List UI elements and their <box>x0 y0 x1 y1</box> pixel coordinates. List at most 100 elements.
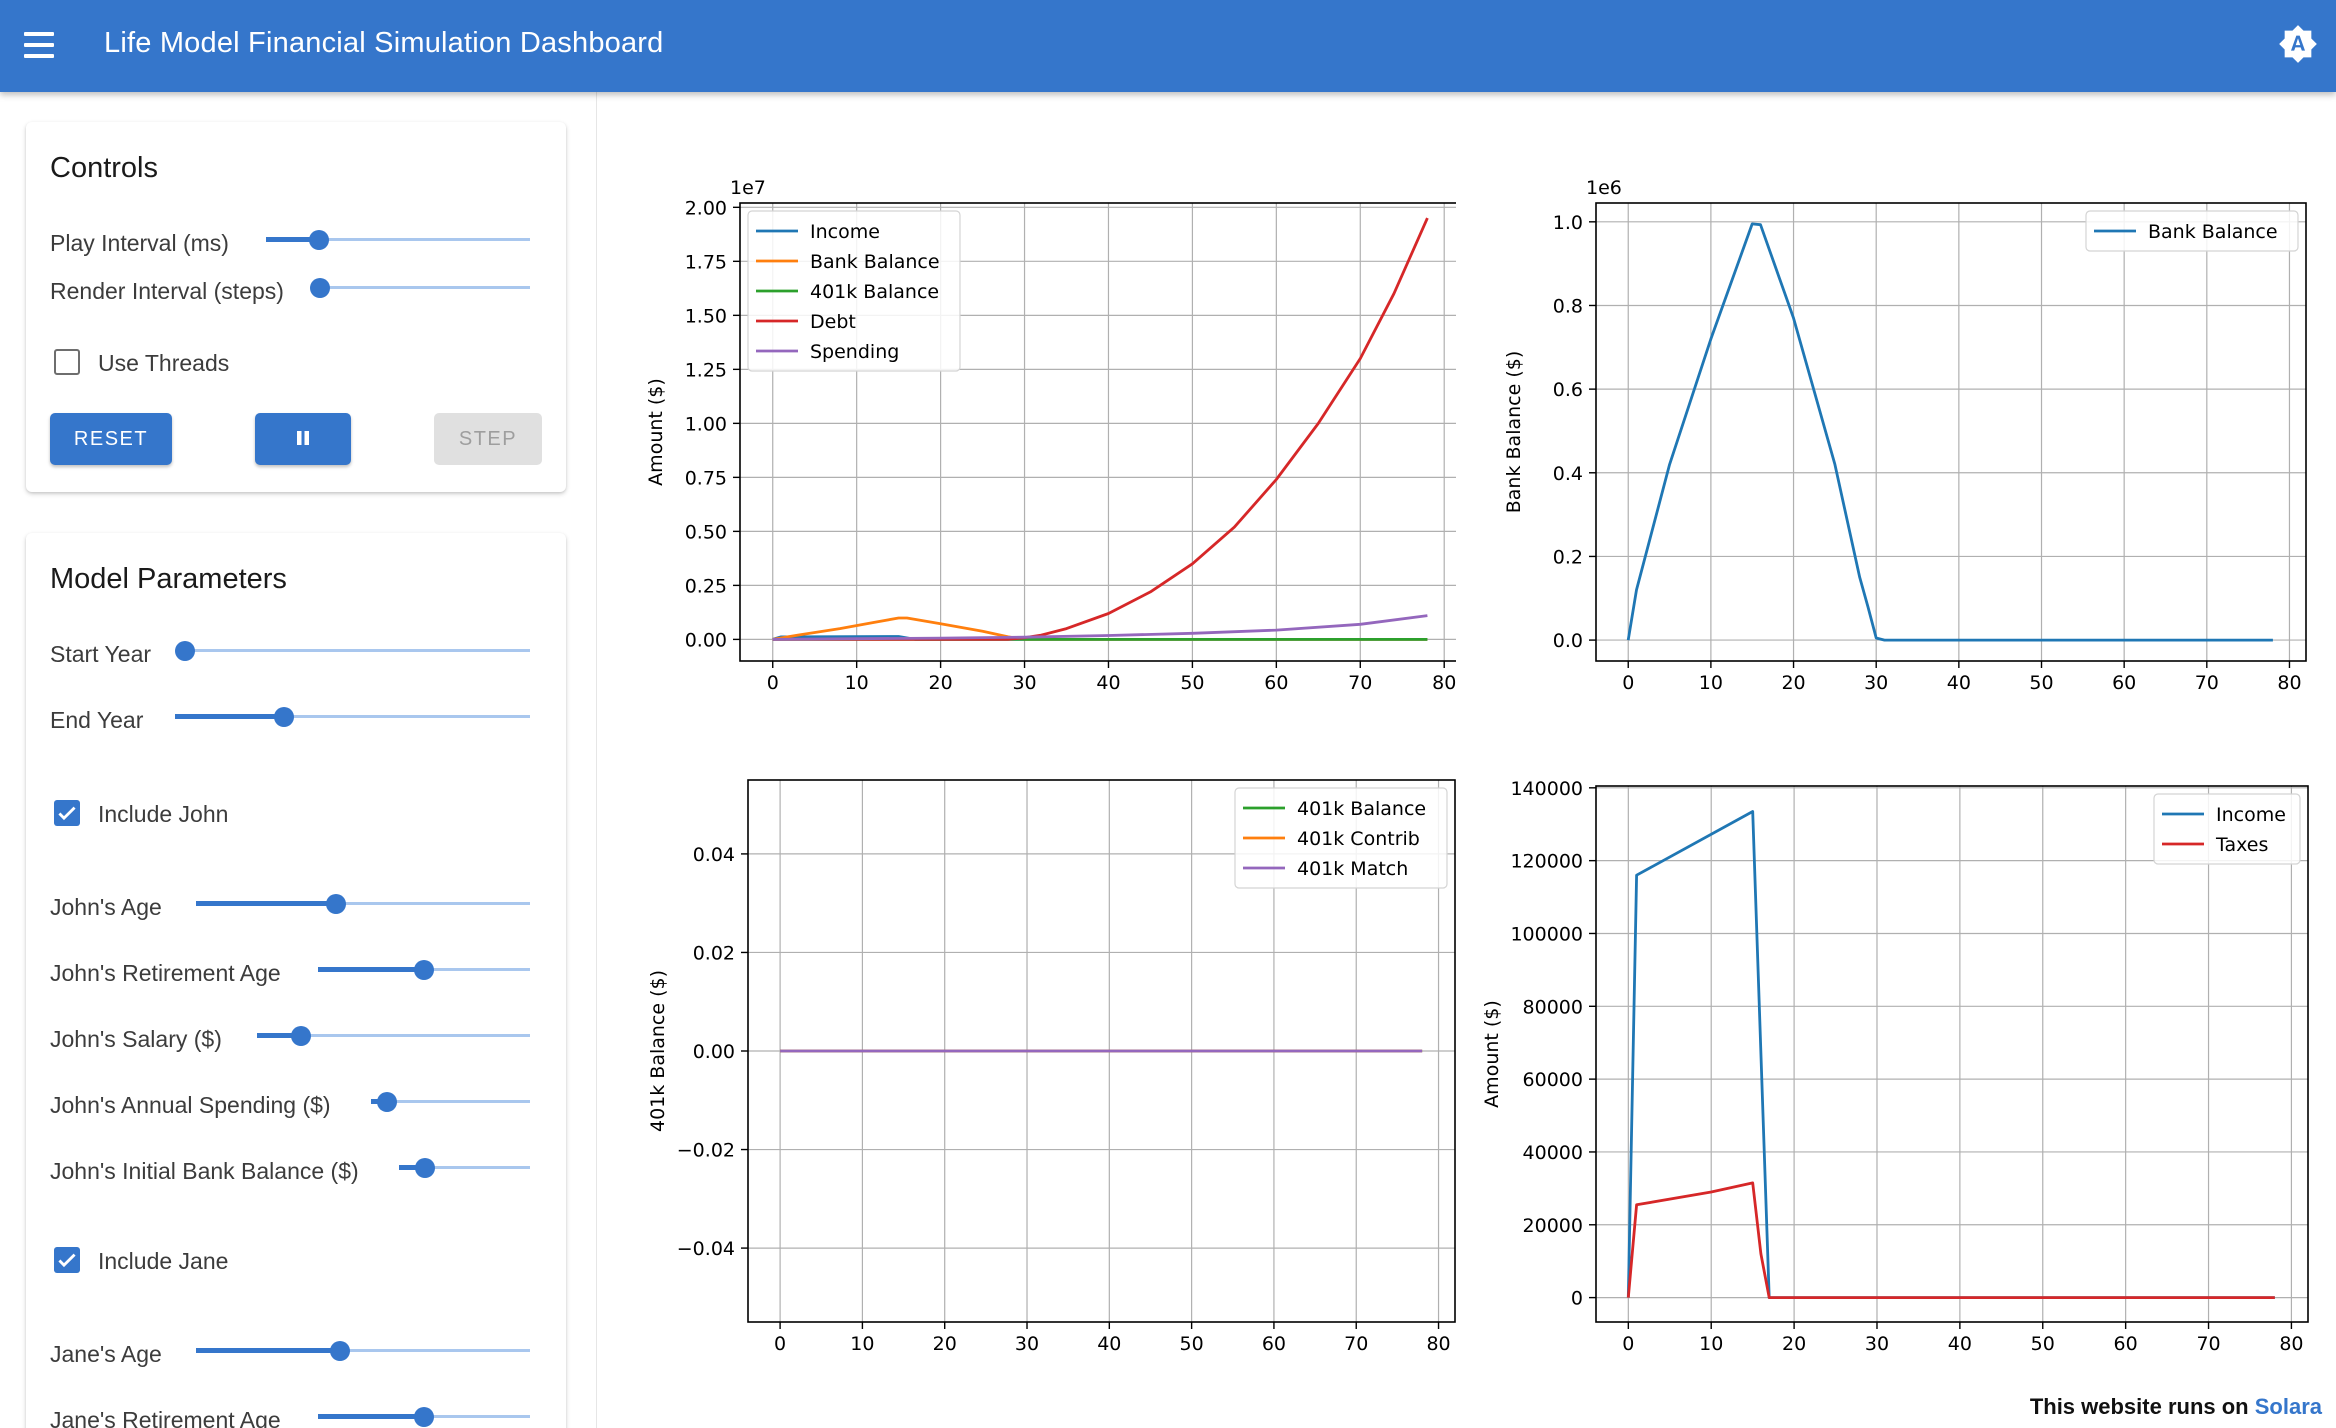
legend-entry: 401k Balance <box>810 281 939 303</box>
brightness-auto-icon[interactable] <box>2278 24 2318 64</box>
janes-retirement-age-slider[interactable] <box>318 1403 530 1428</box>
y-tick-label: 0 <box>1571 1288 1583 1310</box>
johns-salary-slider[interactable] <box>257 1022 530 1050</box>
income-taxes-chart: 0 10 20 30 40 50 60 70 80 0 20000 40000 60000 80000 10… <box>1481 778 2309 1355</box>
y-tick-label: 20000 <box>1523 1215 1583 1237</box>
legend-entry: Income <box>810 221 880 243</box>
y-tick-label: 1.75 <box>685 251 727 273</box>
x-tick-label: 60 <box>2112 672 2136 694</box>
slider-thumb[interactable] <box>291 1026 311 1046</box>
johns-salary-label: John's Salary ($) <box>50 1026 222 1052</box>
slider-fill <box>318 967 424 972</box>
x-tick-label: 70 <box>1348 672 1372 694</box>
checkmark-icon <box>58 1253 76 1268</box>
plot-frame <box>1595 202 2307 662</box>
render-interval-label: Render Interval (steps) <box>50 278 284 304</box>
x-tick-label: 20 <box>933 1333 957 1355</box>
y-tick-label: 0.00 <box>685 629 727 651</box>
y-tick-label: 0.2 <box>1553 546 1583 568</box>
y-tick-label: 1.25 <box>685 359 727 381</box>
slider-fill <box>196 1348 340 1353</box>
janes-age-slider[interactable] <box>196 1337 530 1365</box>
play-interval-slider[interactable] <box>266 226 530 254</box>
legend-box <box>2153 793 2301 865</box>
app-title: Life Model Financial Simulation Dashboar… <box>104 27 664 59</box>
y-tick-label: 40000 <box>1523 1142 1583 1164</box>
slider-rail <box>257 1034 530 1037</box>
model-parameters-title: Model Parameters <box>50 563 287 595</box>
janes-age-label: Jane's Age <box>50 1341 162 1367</box>
app-bar: Life Model Financial Simulation Dashboar… <box>0 0 2336 92</box>
include-john-checkbox[interactable] <box>54 800 80 826</box>
slider-thumb[interactable] <box>377 1092 397 1112</box>
slider-thumb[interactable] <box>309 230 329 250</box>
x-tick-label: 20 <box>1781 672 1805 694</box>
slider-rail <box>196 1349 530 1352</box>
x-tick-label: 60 <box>1262 1333 1286 1355</box>
play-interval-label: Play Interval (ms) <box>50 230 229 256</box>
x-tick-label: 60 <box>1264 672 1288 694</box>
legend-box <box>2085 210 2299 252</box>
pause-button[interactable] <box>255 413 351 465</box>
reset-button[interactable]: RESET <box>50 413 172 465</box>
slider-thumb[interactable] <box>414 960 434 980</box>
start-year-slider[interactable] <box>175 637 530 665</box>
slider-thumb[interactable] <box>175 641 195 661</box>
x-tick-label: 70 <box>2195 672 2219 694</box>
slider-rail <box>399 1166 530 1169</box>
sidebar: Controls Play Interval (ms) Render Inter… <box>0 92 597 1428</box>
slider-rail <box>266 238 530 241</box>
series-line-taxes <box>1626 1181 2275 1299</box>
slider-rail <box>175 715 530 718</box>
model-parameters-card: Model Parameters Start Year End Year Inc… <box>26 533 566 1428</box>
slider-rail <box>371 1100 530 1103</box>
slider-thumb[interactable] <box>415 1158 435 1178</box>
legend-entry: Bank Balance <box>2148 221 2278 243</box>
menu-icon[interactable] <box>24 32 54 58</box>
x-tick-label: 20 <box>1782 1333 1806 1355</box>
x-tick-label: 30 <box>1865 1333 1889 1355</box>
legend-entry: 401k Contrib <box>1297 828 1420 850</box>
x-tick-label: 60 <box>2114 1333 2138 1355</box>
controls-card: Controls Play Interval (ms) Render Inter… <box>26 122 566 492</box>
x-tick-label: 70 <box>1344 1333 1368 1355</box>
johns-retirement-age-slider[interactable] <box>318 956 530 984</box>
johns-annual-spending-slider[interactable] <box>371 1088 530 1116</box>
y-tick-label: 1.50 <box>685 305 727 327</box>
end-year-slider[interactable] <box>175 703 530 731</box>
legend-entry: 401k Match <box>1297 858 1408 880</box>
slider-thumb[interactable] <box>330 1341 350 1361</box>
x-tick-label: 10 <box>850 1333 874 1355</box>
x-tick-label: 10 <box>1699 672 1723 694</box>
x-tick-label: 40 <box>1947 672 1971 694</box>
plot-frame <box>1595 785 2309 1323</box>
solara-link[interactable]: Solara <box>2254 1394 2322 1419</box>
johns-retirement-age-label: John's Retirement Age <box>50 960 281 986</box>
y-tick-label: 0.4 <box>1553 463 1583 485</box>
step-button[interactable]: STEP <box>434 413 542 465</box>
y-tick-label: 0.50 <box>685 521 727 543</box>
x-tick-label: 30 <box>1864 672 1888 694</box>
johns-age-slider[interactable] <box>196 890 530 918</box>
x-tick-label: 40 <box>1096 672 1120 694</box>
plot-frame <box>739 202 1456 662</box>
axis-offset-text: 1e7 <box>730 177 766 199</box>
legend-entry: Spending <box>810 341 899 363</box>
series-line-spending <box>772 614 1428 641</box>
johns-initial-bank-balance-slider[interactable] <box>399 1154 530 1182</box>
slider-thumb[interactable] <box>274 707 294 727</box>
slider-thumb[interactable] <box>326 894 346 914</box>
include-john-label: Include John <box>98 801 229 827</box>
use-threads-checkbox[interactable] <box>54 349 80 375</box>
slider-thumb[interactable] <box>414 1407 434 1427</box>
x-tick-label: 0 <box>767 672 779 694</box>
legend: 401k Balance 401k Contrib 401k Match <box>1234 787 1448 889</box>
use-threads-label: Use Threads <box>98 350 230 376</box>
render-interval-slider[interactable] <box>310 274 530 302</box>
include-jane-checkbox[interactable] <box>54 1247 80 1273</box>
slider-thumb[interactable] <box>310 278 330 298</box>
legend-entry: Taxes <box>2215 834 2268 856</box>
legend-entry: Bank Balance <box>810 251 940 273</box>
johns-annual-spending-label: John's Annual Spending ($) <box>50 1092 331 1118</box>
